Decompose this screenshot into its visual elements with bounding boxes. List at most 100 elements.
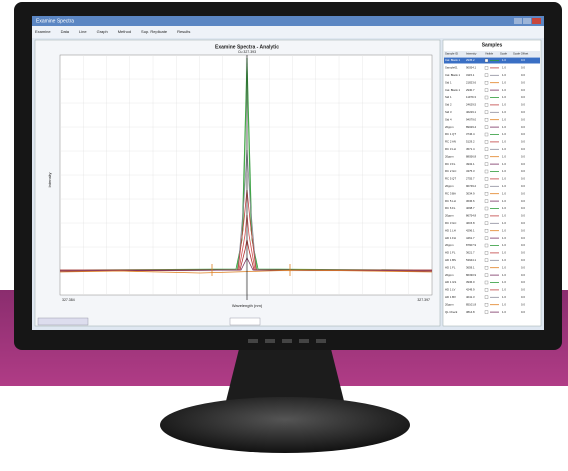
sample-id[interactable]: HD 1 LH bbox=[445, 228, 456, 232]
visible-checkbox[interactable] bbox=[484, 162, 489, 166]
sample-id[interactable]: Cal. Blank 1 bbox=[445, 88, 461, 92]
sample-id[interactable]: Std 1 bbox=[445, 95, 452, 99]
sample-scale: 1.0 bbox=[502, 184, 506, 188]
visible-checkbox[interactable] bbox=[484, 236, 489, 240]
sample-id[interactable]: RC 6 FL bbox=[445, 206, 456, 210]
menu-item[interactable]: Graph bbox=[97, 29, 108, 34]
column-header: Scale bbox=[500, 52, 507, 56]
sample-id[interactable]: HD 1 GS bbox=[445, 280, 456, 284]
sample-id[interactable]: Std 4 bbox=[445, 117, 452, 121]
sample-id[interactable]: 20ppm bbox=[445, 154, 454, 158]
sample-id[interactable]: RC 5 QT bbox=[445, 177, 456, 181]
visible-checkbox[interactable] bbox=[484, 206, 489, 211]
visible-checkbox[interactable] bbox=[484, 214, 489, 218]
visible-checkbox[interactable] bbox=[484, 58, 489, 63]
wavelength-field[interactable] bbox=[229, 317, 261, 326]
visible-checkbox[interactable] bbox=[484, 125, 489, 129]
sample-offset: 0.0 bbox=[521, 162, 525, 166]
visible-checkbox[interactable] bbox=[484, 132, 489, 137]
sample-id[interactable]: RC 2 GC bbox=[445, 169, 456, 173]
sample-id[interactable]: RC 2 AN bbox=[445, 140, 456, 144]
sample-id[interactable]: RC 3 BA bbox=[445, 191, 456, 195]
visible-checkbox[interactable] bbox=[484, 184, 489, 188]
sample-id[interactable]: QL Check bbox=[445, 310, 458, 314]
sample-id[interactable]: Cal. Blank 1 bbox=[445, 58, 461, 62]
menu-item[interactable]: Sup. Replicate bbox=[141, 29, 168, 34]
sample-id[interactable]: HD 1 BS bbox=[445, 258, 456, 262]
visible-checkbox[interactable] bbox=[484, 95, 489, 100]
sample-intensity: 3936.0 bbox=[466, 280, 475, 284]
sample-id[interactable]: 20ppm bbox=[445, 302, 454, 306]
visible-checkbox[interactable] bbox=[484, 280, 489, 285]
maximize-button[interactable] bbox=[523, 18, 531, 24]
sample-id[interactable]: RC 3 LH bbox=[445, 147, 456, 151]
playback-controls[interactable] bbox=[37, 317, 89, 326]
sample-offset: 0.0 bbox=[521, 184, 525, 188]
sample-id[interactable]: HD 1 FH bbox=[445, 236, 456, 240]
visible-checkbox[interactable] bbox=[484, 118, 489, 122]
visible-checkbox[interactable] bbox=[484, 169, 489, 174]
sample-offset: 0.0 bbox=[521, 206, 525, 210]
sample-id[interactable]: 20ppm bbox=[445, 243, 454, 247]
sample-id[interactable]: Std 2 bbox=[445, 103, 452, 107]
menu-item[interactable]: Method bbox=[118, 29, 131, 34]
visible-checkbox[interactable] bbox=[484, 73, 489, 77]
sample-scale: 1.0 bbox=[502, 236, 506, 240]
menu-item[interactable]: Examine bbox=[35, 29, 51, 34]
visible-checkbox[interactable] bbox=[484, 258, 489, 262]
sample-id[interactable]: RC 3 GC bbox=[445, 221, 456, 225]
sample-id[interactable]: 20ppm bbox=[445, 125, 454, 129]
visible-checkbox[interactable] bbox=[484, 155, 489, 159]
visible-checkbox[interactable] bbox=[484, 177, 489, 181]
menu-item[interactable]: Data bbox=[61, 29, 70, 34]
visible-checkbox[interactable] bbox=[484, 266, 489, 270]
visible-checkbox[interactable] bbox=[484, 199, 489, 203]
samples-table: Sample ID Intensity Visible Scale Scale Offs… bbox=[444, 51, 540, 314]
visible-checkbox[interactable] bbox=[484, 110, 489, 114]
sample-offset: 0.0 bbox=[521, 265, 525, 269]
visible-checkbox[interactable] bbox=[484, 221, 489, 225]
sample-id[interactable]: 20ppm bbox=[445, 214, 454, 218]
visible-checkbox[interactable] bbox=[484, 88, 489, 92]
sample-id[interactable]: Cal. Blank 1 bbox=[445, 73, 461, 77]
sample-scale: 1.0 bbox=[502, 295, 506, 299]
visible-checkbox[interactable] bbox=[484, 81, 489, 85]
sample-id[interactable]: Std 3 bbox=[445, 110, 452, 114]
sample-id[interactable]: RC 3 FL bbox=[445, 162, 456, 166]
visible-checkbox[interactable] bbox=[484, 243, 489, 248]
visible-checkbox[interactable] bbox=[484, 147, 489, 151]
menu-item[interactable]: Line bbox=[79, 29, 87, 34]
visible-checkbox[interactable] bbox=[484, 288, 489, 292]
menu-item[interactable]: Results bbox=[177, 29, 190, 34]
sample-id[interactable]: HD 1 FL bbox=[445, 265, 456, 269]
sample-id[interactable]: RC 5 LH bbox=[445, 199, 456, 203]
sample-intensity: 46229.1 bbox=[466, 110, 477, 114]
sample-id[interactable]: RC 1 QT bbox=[445, 132, 456, 136]
sample-intensity: 90749.2 bbox=[466, 184, 477, 188]
sample-id[interactable]: HD 1 LV bbox=[445, 288, 455, 292]
sample-id[interactable]: HD 1 BV bbox=[445, 295, 456, 299]
minimize-button[interactable] bbox=[514, 18, 522, 24]
visible-checkbox[interactable] bbox=[484, 310, 489, 314]
sample-offset: 0.0 bbox=[521, 228, 525, 232]
sample-id[interactable]: 20ppm bbox=[445, 184, 454, 188]
visible-checkbox[interactable] bbox=[484, 103, 489, 107]
sample-scale: 1.0 bbox=[502, 191, 506, 195]
sample-intensity: 94079.0 bbox=[466, 117, 477, 121]
visible-checkbox[interactable] bbox=[484, 295, 489, 299]
sample-offset: 0.0 bbox=[521, 95, 525, 99]
visible-checkbox[interactable] bbox=[484, 303, 489, 307]
visible-checkbox[interactable] bbox=[484, 66, 489, 70]
visible-checkbox[interactable] bbox=[484, 192, 489, 196]
sample-id[interactable]: 20ppm bbox=[445, 273, 454, 277]
visible-checkbox[interactable] bbox=[484, 273, 489, 277]
close-button[interactable] bbox=[532, 18, 541, 24]
sample-id[interactable]: Sample01 bbox=[445, 66, 458, 70]
sample-id[interactable]: HD 1 FL bbox=[445, 251, 456, 255]
sample-id[interactable]: Std 1 bbox=[445, 80, 452, 84]
visible-checkbox[interactable] bbox=[484, 140, 489, 144]
visible-checkbox[interactable] bbox=[484, 229, 489, 233]
visible-checkbox[interactable] bbox=[484, 251, 489, 255]
sample-offset: 0.0 bbox=[521, 58, 525, 62]
